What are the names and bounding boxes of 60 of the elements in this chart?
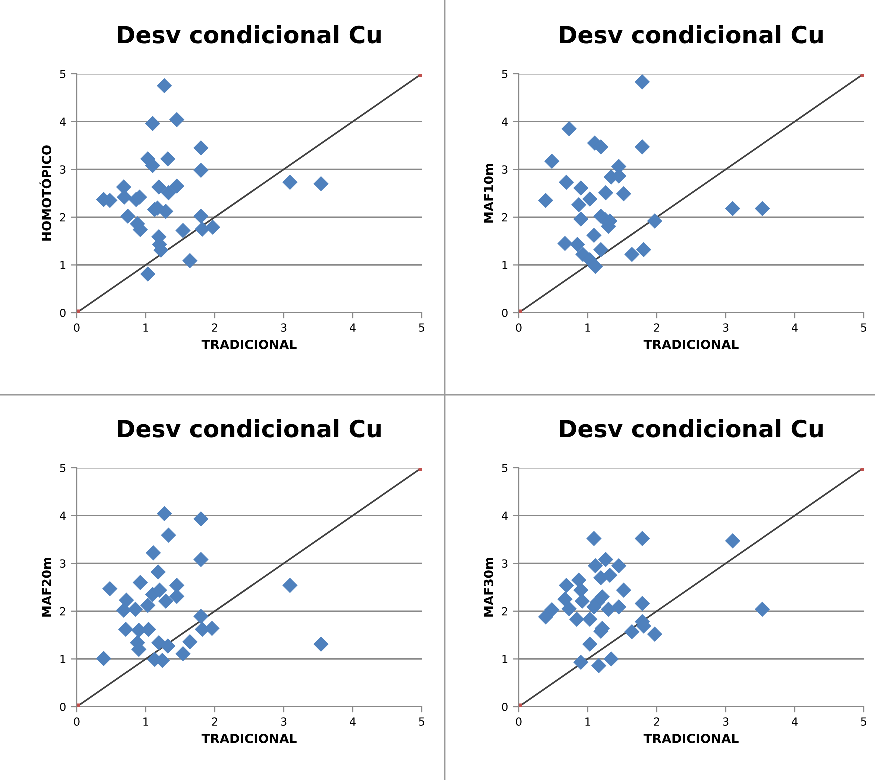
chart-title: Desv condicional Cu: [560, 420, 823, 438]
y-tick-label: 2: [60, 213, 66, 222]
y-tick-label: 1: [502, 655, 508, 664]
x-tick-label: 3: [723, 324, 729, 332]
x-tick-label: 5: [861, 324, 867, 332]
x-tick-label: 1: [144, 324, 149, 332]
y-tick-label: 4: [60, 512, 66, 520]
x-tick-label: 0: [516, 324, 522, 332]
x-tick-label: 4: [792, 324, 798, 332]
x-tick-label: 4: [350, 324, 356, 332]
y-axis-title: HOMOTÓPICO: [40, 146, 52, 241]
x-tick-label: 5: [419, 718, 425, 726]
x-tick-label: 0: [74, 324, 80, 332]
x-axis-title: TRADICIONAL: [202, 340, 297, 350]
y-tick-label: 3: [502, 166, 508, 174]
x-tick-label: 2: [654, 718, 660, 726]
x-tick-label: 0: [516, 718, 522, 726]
y-tick-label: 0: [60, 308, 66, 318]
y-tick-label: 2: [502, 213, 508, 222]
y-tick-label: 1: [60, 261, 66, 270]
x-tick-label: 2: [212, 324, 218, 332]
y-axis-title: MAF20m: [42, 558, 52, 617]
y-tick-label: 4: [60, 118, 66, 126]
x-axis-title: TRADICIONAL: [644, 340, 739, 350]
y-tick-label: 4: [502, 118, 508, 126]
x-axis-title: TRADICIONAL: [644, 734, 739, 744]
y-tick-label: 5: [60, 70, 66, 78]
x-tick-label: 2: [212, 718, 218, 726]
y-tick-label: 5: [60, 464, 66, 472]
y-tick-label: 1: [60, 655, 66, 664]
y-tick-label: 0: [502, 308, 508, 318]
x-tick-label: 2: [654, 324, 660, 332]
x-tick-label: 3: [723, 718, 729, 726]
y-tick-label: 3: [60, 560, 66, 568]
x-tick-label: 1: [586, 324, 591, 332]
y-tick-label: 2: [502, 607, 508, 616]
x-tick-label: 1: [586, 718, 591, 726]
chart-title: Desv condicional Cu: [118, 26, 381, 44]
y-axis-title: MAF10m: [484, 164, 494, 223]
y-tick-label: 0: [502, 702, 508, 712]
y-tick-label: 5: [502, 464, 508, 472]
y-tick-label: 0: [60, 702, 66, 712]
x-tick-label: 0: [74, 718, 80, 726]
y-axis-title: MAF30m: [484, 558, 494, 617]
y-tick-label: 5: [502, 70, 508, 78]
x-tick-label: 5: [861, 718, 867, 726]
y-tick-label: 1: [502, 261, 508, 270]
x-tick-label: 3: [281, 718, 287, 726]
chart-title: Desv condicional Cu: [118, 420, 381, 438]
x-tick-label: 3: [281, 324, 287, 332]
y-tick-label: 2: [60, 607, 66, 616]
x-tick-label: 4: [792, 718, 798, 726]
x-tick-label: 4: [350, 718, 356, 726]
chart-title: Desv condicional Cu: [560, 26, 823, 44]
y-tick-label: 3: [502, 560, 508, 568]
x-tick-label: 5: [419, 324, 425, 332]
x-axis-title: TRADICIONAL: [202, 734, 297, 744]
y-tick-label: 3: [60, 166, 66, 174]
x-tick-label: 1: [144, 718, 149, 726]
y-tick-label: 4: [502, 512, 508, 520]
